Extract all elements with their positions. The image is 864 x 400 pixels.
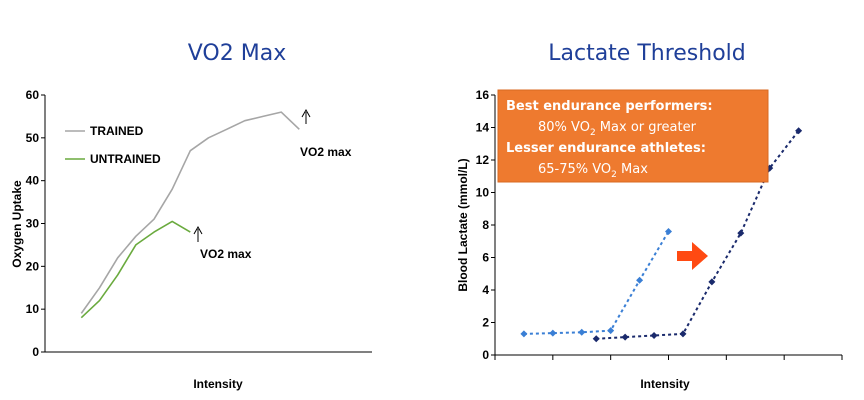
series-line-untrained <box>80 220 191 319</box>
lactate-series-line-1 <box>596 130 800 340</box>
lactate-point-0-4 <box>636 276 644 284</box>
left-legend: TRAINED UNTRAINED <box>65 124 161 166</box>
left-y-axis-label: Oxygen Uptake <box>10 180 24 268</box>
lactate-point-1-2 <box>650 332 658 339</box>
annotation-arrowhead-untrained <box>193 225 203 235</box>
lactate-point-1-4 <box>708 278 716 286</box>
callout-background <box>497 89 769 183</box>
lactate-point-1-1 <box>621 333 629 341</box>
left-x-axis-label: Intensity <box>193 377 243 391</box>
left-y-tick-label: 50 <box>26 131 40 145</box>
lactate-point-0-0 <box>520 330 528 338</box>
right-series-lines <box>520 127 803 343</box>
lactate-point-0-3 <box>607 327 615 335</box>
annotation-vo2max-trained: VO2 max <box>300 145 352 159</box>
callout-line-best-value: 80% VO2 Max or greater <box>538 120 697 138</box>
left-y-tick-label: 40 <box>26 174 40 188</box>
left-y-tick-label: 10 <box>26 302 40 316</box>
lactate-point-0-2 <box>578 328 586 336</box>
right-x-axis-label: Intensity <box>640 377 690 391</box>
right-y-tick-label: 16 <box>476 88 490 102</box>
left-y-tick-label: 20 <box>26 259 40 273</box>
right-y-axis-label: Blood Lactate (mmol/L) <box>456 158 470 291</box>
annotation-vo2max-untrained: VO2 max <box>200 247 252 261</box>
lactate-point-1-0 <box>592 335 600 343</box>
right-y-tick-label: 14 <box>476 121 490 135</box>
left-annotations: VO2 max VO2 max <box>193 108 352 261</box>
left-y-tick-label: 60 <box>26 88 40 102</box>
lactate-point-0-1 <box>549 329 557 337</box>
series-line-trained <box>80 111 300 314</box>
legend-label-trained: TRAINED <box>90 124 144 138</box>
left-y-tick-label: 0 <box>32 345 39 359</box>
vo2-max-chart-title: VO2 Max <box>188 41 286 66</box>
shift-right-arrow-icon <box>677 242 708 270</box>
left-y-tick-label: 30 <box>26 217 40 231</box>
lactate-point-1-5 <box>737 229 745 237</box>
callout-line-lesser-value: 65-75% VO2 Max <box>538 162 648 180</box>
lactate-threshold-chart-title: Lactate Threshold <box>548 41 746 66</box>
right-y-tick-label: 10 <box>476 186 490 200</box>
right-y-tick-label: 0 <box>482 348 489 362</box>
right-y-tick-label: 4 <box>482 283 489 297</box>
right-y-tick-label: 2 <box>482 316 489 330</box>
annotation-arrowhead-trained <box>301 108 311 118</box>
left-series-lines <box>80 111 300 319</box>
lactate-threshold-chart: Lactate Threshold 0 2 4 6 8 10 12 14 16 Blood La… <box>456 41 843 391</box>
right-y-ticks: 0 2 4 6 8 10 12 14 16 <box>476 88 495 362</box>
lactate-point-1-3 <box>679 330 687 338</box>
callout-line-lesser-athletes: Lesser endurance athletes: <box>506 141 706 156</box>
right-y-tick-label: 8 <box>482 218 489 232</box>
callout-line-best-performers: Best endurance performers: <box>506 99 713 114</box>
lactate-point-1-7 <box>795 127 803 135</box>
left-y-ticks: 0 10 20 30 40 50 60 <box>26 88 45 359</box>
right-y-tick-label: 12 <box>476 153 490 167</box>
right-x-ticks <box>494 355 843 360</box>
lactate-point-0-5 <box>665 228 672 235</box>
callout-box: Best endurance performers: 80% VO2 Max o… <box>497 89 769 183</box>
legend-label-untrained: UNTRAINED <box>90 152 161 166</box>
lactate-series-line-0 <box>523 230 670 335</box>
vo2-max-chart: VO2 Max 0 10 20 30 40 50 60 Oxygen Uptake Inte… <box>10 41 372 391</box>
right-y-tick-label: 6 <box>482 251 489 265</box>
